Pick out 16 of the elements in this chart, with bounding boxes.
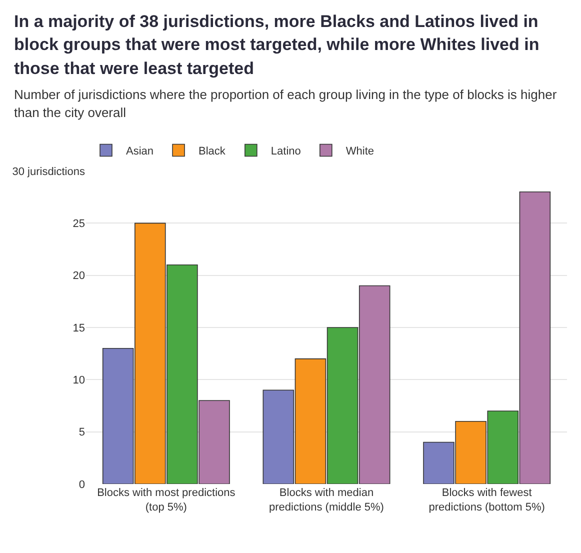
chart-subtitle: Number of jurisdictions where the proportion of each group living in the type of blocks is higher than the city overall	[14, 86, 558, 122]
x-tick-label: Blocks with median predictions (middle 5%)	[269, 487, 384, 514]
legend-label: Black	[198, 146, 226, 158]
y-tick-label: 20	[72, 270, 85, 283]
legend-label: Latino	[270, 146, 301, 158]
y-tick-label: 10	[72, 374, 85, 387]
x-tick-label: Blocks with most predictions (top 5%)	[97, 487, 236, 514]
y-tick-label: 15	[72, 322, 85, 335]
legend-label: Asian	[126, 146, 154, 158]
y-tick-label: 0	[78, 479, 85, 492]
legend-label: White	[346, 146, 374, 158]
y-tick-label: 25	[72, 218, 85, 230]
chart-title: In a majority of 38 jurisdictions, more Blacks and Latinos lived in block groups that were most targeted, while more Whites lived in those that were least targeted	[14, 11, 540, 80]
x-tick-label: Blocks with fewest predictions (bottom 5%)	[428, 487, 545, 514]
y-tick-label: 5	[78, 427, 85, 440]
y-tick-label: 30 jurisdictions	[12, 166, 86, 178]
